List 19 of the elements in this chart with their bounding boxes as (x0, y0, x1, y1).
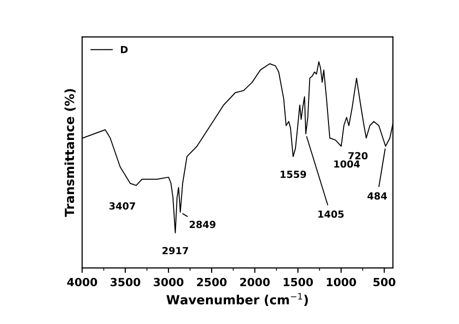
annotation: 484 (368, 192, 387, 200)
x-tick-label: 3500 (110, 278, 140, 286)
x-tick-label: 2000 (240, 278, 270, 286)
x-tick-label: 1500 (284, 278, 313, 286)
x-tick-label: 500 (374, 278, 396, 286)
annotation: 2849 (190, 220, 216, 228)
x-tick-label: 3000 (154, 278, 184, 286)
annotation: 3407 (109, 202, 136, 210)
x-tick-label: 2500 (197, 278, 227, 286)
x-axis-title: Wavenumber (cm$^{−1}$) (166, 293, 308, 306)
annotation: 1004 (334, 160, 360, 168)
annotation: 1405 (318, 210, 344, 218)
annotation: 2917 (162, 246, 188, 254)
x-tick-label: 1000 (326, 278, 356, 286)
annotation: 720 (348, 152, 368, 160)
x-tick-label: 4000 (67, 278, 98, 286)
annotation: 1559 (280, 170, 306, 178)
y-axis-title: Transmittance (%) (64, 89, 76, 217)
legend-label: D (120, 46, 128, 54)
